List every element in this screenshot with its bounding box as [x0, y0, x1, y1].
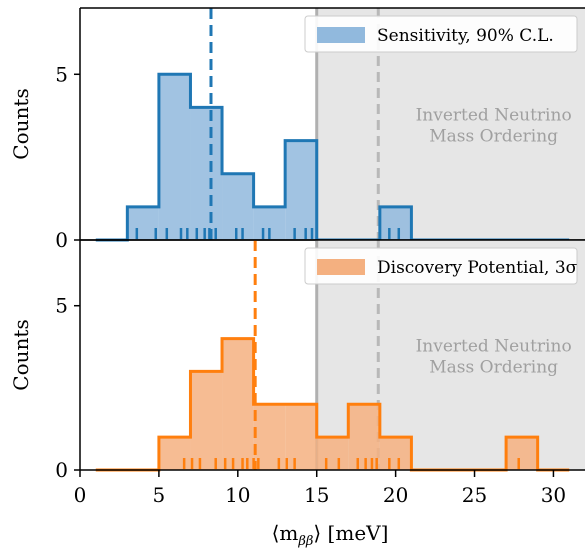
legend-swatch	[317, 259, 365, 275]
region-label-line1: Inverted Neutrino	[416, 337, 572, 357]
histogram-bar	[222, 173, 254, 240]
region-label-line2: Mass Ordering	[429, 358, 558, 378]
x-tick-label: 30	[541, 483, 566, 507]
histogram-bar	[506, 437, 538, 470]
legend: Discovery Potential, 3σ	[304, 247, 578, 285]
x-tick-label: 5	[153, 483, 166, 507]
y-tick-label: 0	[55, 228, 68, 252]
x-tick-label: 20	[383, 483, 408, 507]
histogram-bar	[190, 371, 223, 470]
region-label-line1: Inverted Neutrino	[416, 106, 572, 126]
histogram-bar	[285, 404, 317, 470]
y-axis-label: Counts	[9, 88, 33, 159]
legend-label: Discovery Potential, 3σ	[377, 258, 578, 278]
histogram-bar	[379, 437, 412, 470]
histogram-bar	[190, 107, 223, 240]
x-tick-label: 15	[304, 483, 329, 507]
histogram-bar	[348, 404, 380, 470]
x-axis-label: ⟨mββ⟩ [meV]	[272, 521, 389, 549]
histogram-bar	[316, 437, 349, 470]
legend-label: Sensitivity, 90% C.L.	[377, 26, 554, 46]
y-tick-label: 5	[55, 62, 68, 86]
y-tick-label: 0	[55, 458, 68, 482]
histogram-bar	[127, 206, 159, 240]
y-tick-label: 5	[55, 294, 68, 318]
legend-swatch	[317, 27, 365, 43]
legend-box	[304, 247, 578, 285]
legend: Sensitivity, 90% C.L.	[304, 15, 578, 53]
x-tick-label: 10	[225, 483, 250, 507]
histogram-bar	[158, 437, 191, 470]
histogram-bar	[158, 74, 191, 241]
y-axis-label: Counts	[9, 319, 33, 390]
x-tick-label: 0	[74, 483, 87, 507]
x-axis: 0 5 10 15 20 25 30	[74, 470, 566, 507]
region-label-line2: Mass Ordering	[429, 127, 558, 147]
x-tick-label: 25	[462, 483, 487, 507]
histogram-bar	[222, 338, 254, 470]
histogram-bar	[379, 206, 412, 240]
histogram-bar	[285, 140, 317, 240]
legend-box	[304, 15, 578, 53]
